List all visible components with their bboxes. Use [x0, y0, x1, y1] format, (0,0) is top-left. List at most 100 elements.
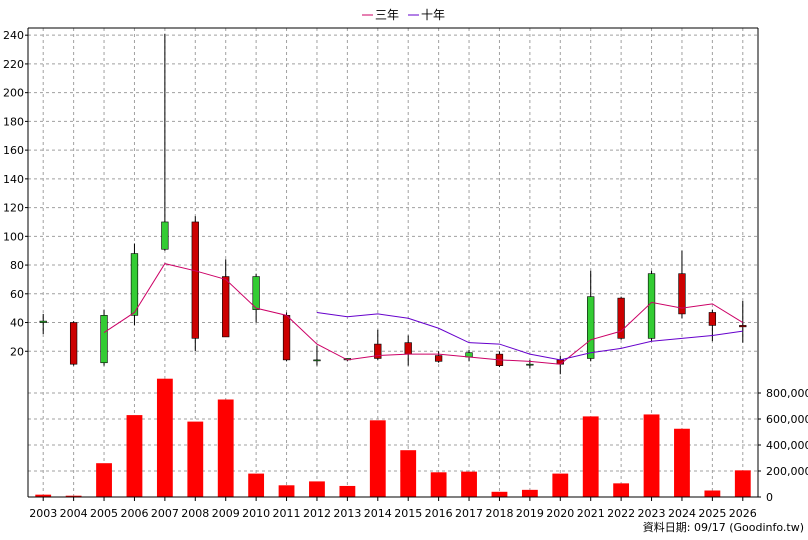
volume-bar	[248, 473, 265, 497]
volume-bar	[278, 485, 295, 497]
price-y-tick-label: 180	[3, 115, 24, 128]
x-tick-label: 2015	[394, 507, 422, 520]
candle-body	[39, 320, 47, 323]
x-tick-label: 2021	[577, 507, 605, 520]
volume-bar	[491, 491, 508, 497]
x-tick-label: 2016	[425, 507, 453, 520]
candle-body	[678, 273, 686, 315]
price-panel: 20 40 60 80 100 120 140 160 180 200 220 240	[3, 27, 759, 380]
three-year-line	[103, 263, 744, 365]
x-tick-label: 2008	[181, 507, 209, 520]
volume-panel: 0 200,000 400,000 600,000 800,000	[27, 378, 808, 504]
candle-body	[191, 221, 199, 339]
x-tick-label: 2010	[242, 507, 270, 520]
volume-bar	[96, 463, 112, 497]
candle-body	[161, 221, 169, 250]
volume-bar	[704, 490, 721, 497]
candle-body	[130, 253, 139, 316]
price-y-tick-label: 140	[3, 173, 24, 186]
volume-bar	[552, 473, 569, 497]
legend-label-three-year: 三年	[375, 8, 399, 22]
volume-bar	[430, 472, 447, 497]
price-grid	[28, 28, 758, 380]
volume-bar	[217, 399, 234, 497]
x-tick-label: 2024	[668, 507, 696, 520]
x-tick-label: 2013	[333, 507, 361, 520]
candle-body	[100, 315, 108, 364]
price-y-ticks: 20 40 60 80 100 120 140 160 180 200 220 240	[3, 29, 28, 358]
price-y-tick-label: 20	[10, 345, 24, 358]
price-y-tick-label: 40	[10, 317, 24, 330]
volume-bar	[309, 481, 325, 497]
volume-y-tick-label: 0	[766, 491, 773, 504]
ten-year-line	[316, 311, 743, 361]
volume-y-tick-label: 400,000	[766, 439, 808, 452]
x-axis-ticks: 2003 2004 2005 2006 2007 2008 2009 2010 2011 2012…	[29, 497, 757, 520]
candle-body	[313, 359, 321, 362]
volume-bar	[187, 421, 204, 497]
volume-bar	[65, 495, 82, 497]
x-tick-label: 2019	[516, 507, 544, 520]
legend: 三年 十年	[362, 8, 445, 22]
volume-bars	[35, 378, 751, 497]
price-y-tick-label: 80	[10, 259, 24, 272]
candles	[39, 33, 747, 375]
x-tick-label: 2011	[273, 507, 301, 520]
price-y-tick-label: 120	[3, 202, 24, 215]
data-date-footer: 資料日期: 09/17 (Goodinfo.tw)	[643, 520, 804, 534]
volume-bar	[156, 378, 173, 497]
volume-bar	[461, 471, 477, 497]
volume-bar	[734, 470, 751, 497]
volume-y-tick-label: 200,000	[766, 465, 808, 478]
volume-y-tick-label: 800,000	[766, 387, 808, 400]
price-y-tick-label: 240	[3, 29, 24, 42]
volume-bar	[35, 494, 52, 497]
volume-bar	[339, 485, 356, 497]
candle-body	[252, 276, 260, 310]
candle-body	[222, 276, 230, 338]
x-tick-label: 2025	[698, 507, 726, 520]
x-tick-label: 2026	[729, 507, 757, 520]
x-tick-label: 2014	[364, 507, 392, 520]
volume-bar	[521, 489, 538, 497]
x-tick-label: 2022	[607, 507, 635, 520]
moving-average-lines	[103, 263, 744, 365]
volume-bar	[400, 450, 417, 497]
candle-body	[434, 355, 443, 362]
price-y-tick-label: 200	[3, 87, 24, 100]
price-y-tick-label: 100	[3, 230, 24, 243]
candle-body	[526, 363, 534, 366]
candle-body	[739, 325, 747, 328]
x-tick-label: 2005	[90, 507, 118, 520]
x-tick-label: 2018	[485, 507, 513, 520]
x-tick-label: 2007	[151, 507, 179, 520]
x-tick-label: 2009	[212, 507, 240, 520]
volume-bar	[674, 428, 690, 497]
volume-bar	[582, 416, 599, 497]
volume-bar	[126, 415, 143, 497]
price-y-tick-label: 160	[3, 144, 24, 157]
candle-body	[282, 315, 291, 361]
candle-body	[708, 312, 717, 326]
x-tick-label: 2004	[60, 507, 88, 520]
price-plot-area	[28, 28, 758, 380]
price-y-tick-label: 220	[3, 58, 24, 71]
volume-bar	[643, 414, 660, 497]
candle-body	[404, 342, 412, 355]
candle-body	[617, 297, 625, 339]
volume-bar	[369, 420, 386, 497]
volume-y-tick-label: 600,000	[766, 413, 808, 426]
legend-label-ten-year: 十年	[421, 8, 445, 22]
x-tick-label: 2012	[303, 507, 331, 520]
volume-y-ticks: 0 200,000 400,000 600,000 800,000	[758, 387, 808, 504]
x-tick-label: 2017	[455, 507, 483, 520]
x-tick-label: 2023	[638, 507, 666, 520]
x-tick-label: 2020	[546, 507, 574, 520]
x-tick-label: 2003	[29, 507, 57, 520]
candle-body	[69, 322, 78, 365]
volume-bar	[613, 483, 630, 497]
x-tick-label: 2006	[120, 507, 148, 520]
candle-body	[374, 343, 382, 359]
candle-body	[587, 296, 595, 359]
